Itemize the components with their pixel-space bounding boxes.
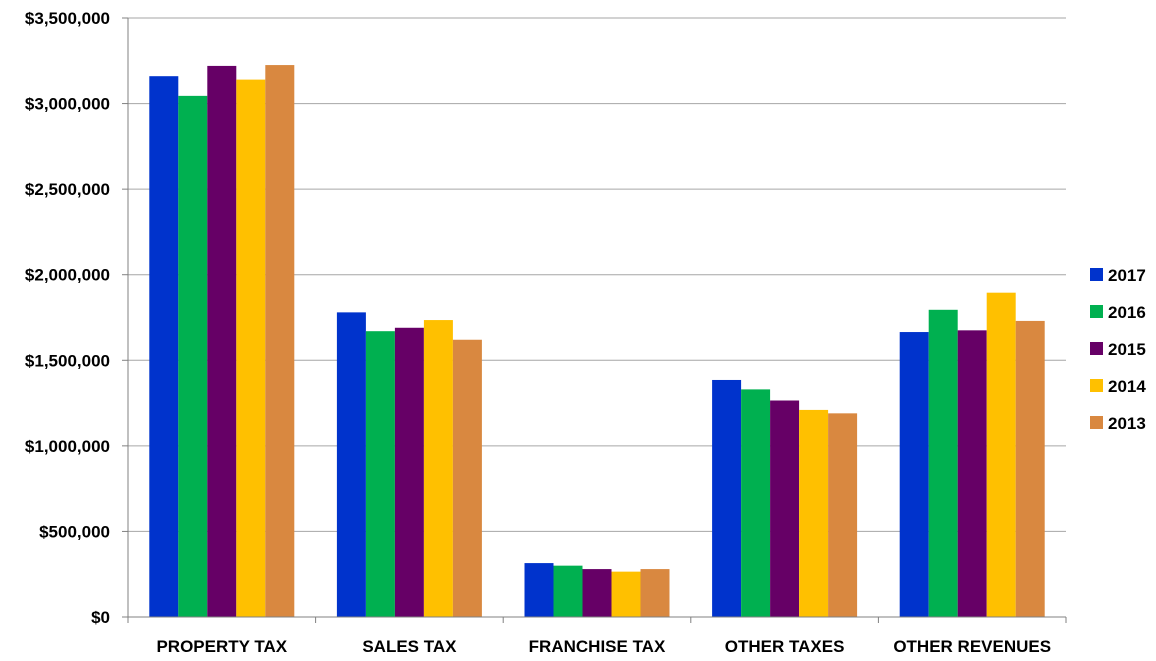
bar-2014-4 — [986, 292, 1016, 617]
x-tick-label: OTHER TAXES — [725, 637, 845, 656]
bar-2013-3 — [828, 413, 858, 617]
bar-2015-1 — [394, 327, 424, 617]
bar-2016-1 — [365, 331, 395, 617]
legend: 2017 2016 2015 2014 2013 — [1090, 266, 1146, 433]
legend-swatch — [1090, 416, 1103, 429]
bar-2015-2 — [582, 569, 612, 617]
bar-2017-2 — [524, 563, 554, 617]
legend-swatch — [1090, 342, 1103, 355]
legend-label: 2014 — [1108, 377, 1146, 396]
bar-2015-0 — [207, 65, 237, 618]
legend-swatch — [1090, 268, 1103, 281]
bar-2017-3 — [712, 379, 742, 617]
bar-2013-4 — [1015, 320, 1045, 617]
x-tick-label: OTHER REVENUES — [893, 637, 1051, 656]
x-tick-label: PROPERTY TAX — [156, 637, 287, 656]
y-tick-label: $3,500,000 — [25, 9, 110, 28]
legend-label: 2013 — [1108, 414, 1146, 433]
bar-2016-2 — [553, 565, 583, 617]
x-tick-label: FRANCHISE TAX — [529, 637, 666, 656]
bar-2017-0 — [149, 76, 179, 617]
bar-2013-1 — [452, 339, 482, 617]
y-tick-label: $2,500,000 — [25, 180, 110, 199]
bar-2015-4 — [957, 330, 987, 617]
legend-swatch — [1090, 305, 1103, 318]
bar-2017-1 — [336, 312, 366, 617]
x-axis-tick-labels: PROPERTY TAX SALES TAX FRANCHISE TAX OTHER … — [156, 637, 1051, 656]
y-axis-tick-labels: $0 $500,000 $1,000,000 $1,500,000 $2,000,000… — [25, 9, 110, 627]
bar-2014-0 — [236, 79, 266, 617]
bar-2016-4 — [928, 309, 958, 617]
bar-2015-3 — [770, 400, 800, 617]
y-tick-label: $0 — [91, 608, 110, 627]
bar-2017-4 — [899, 332, 929, 617]
bar-2014-3 — [799, 409, 829, 617]
bar-2013-0 — [265, 65, 295, 618]
bar-2013-2 — [640, 569, 670, 617]
bar-2016-0 — [178, 95, 208, 618]
bar-2014-1 — [423, 320, 453, 617]
y-tick-label: $1,000,000 — [25, 437, 110, 456]
legend-label: 2017 — [1108, 266, 1146, 285]
y-tick-label: $1,500,000 — [25, 351, 110, 370]
x-tick-label: SALES TAX — [362, 637, 457, 656]
bar-2016-3 — [741, 389, 771, 617]
legend-label: 2016 — [1108, 303, 1146, 322]
y-tick-label: $3,000,000 — [25, 95, 110, 114]
legend-swatch — [1090, 379, 1103, 392]
axes — [122, 17, 1067, 623]
bar-2014-2 — [611, 571, 641, 617]
bars — [149, 65, 1045, 618]
y-tick-label: $500,000 — [39, 522, 110, 541]
legend-label: 2015 — [1108, 340, 1146, 359]
y-tick-label: $2,000,000 — [25, 266, 110, 285]
